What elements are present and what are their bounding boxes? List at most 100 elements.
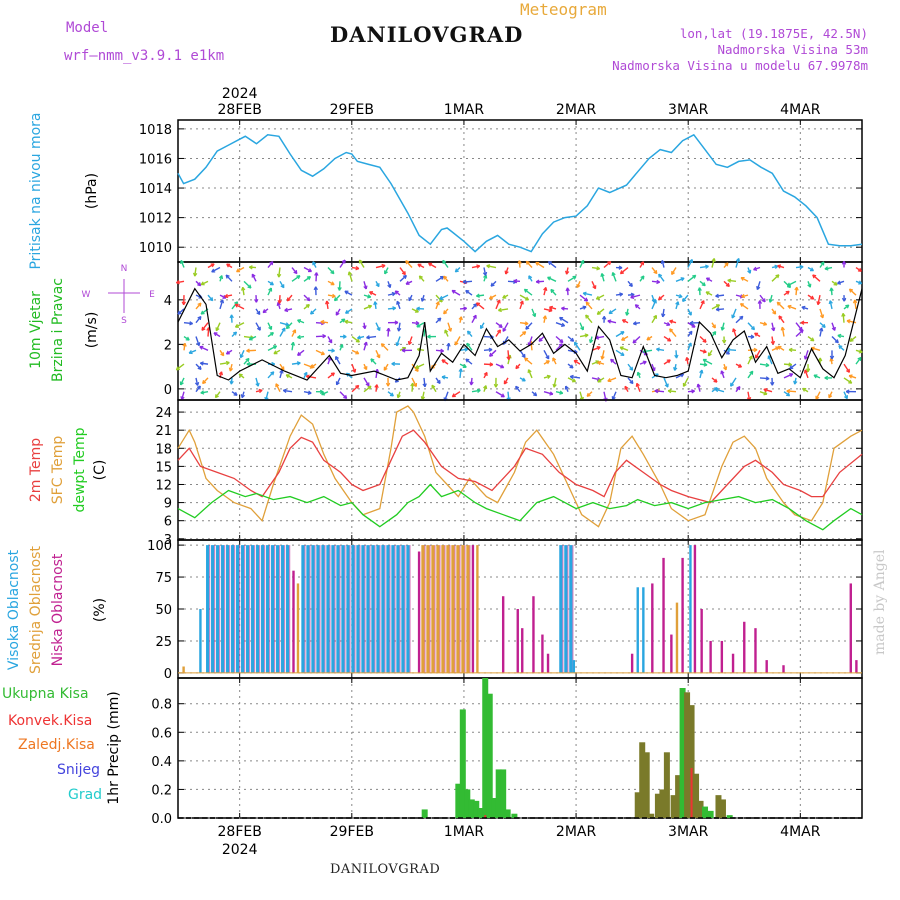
cloud-bar-high: [276, 545, 280, 673]
wind-arrow: [415, 363, 425, 369]
wind-arrow: [177, 308, 185, 315]
wind-arrow-head: [305, 304, 310, 306]
wind-arrow-head: [211, 297, 214, 301]
wind-arrow-head: [402, 274, 407, 277]
wind-arrow: [194, 267, 197, 277]
wind-arrow: [363, 385, 372, 393]
wind-arrow: [607, 320, 617, 324]
precip-ytick-label: 0.2: [151, 783, 172, 798]
cloud-bar-low-edge: [429, 545, 431, 673]
wind-arrow: [255, 322, 261, 331]
wind-arrow-head: [389, 284, 392, 288]
xaxis-top-label: 2MAR: [556, 102, 597, 118]
wind-arrow-head: [771, 381, 775, 386]
wind-arrow: [543, 287, 547, 296]
compass-w: W: [82, 290, 91, 300]
precip-bar-total: [697, 800, 704, 818]
cloud-bar-low-edge: [384, 545, 386, 673]
wind-arrow-head: [740, 277, 744, 281]
cloud-bar-high: [636, 587, 639, 673]
wind-arrow-head: [417, 263, 421, 268]
wind-arrow: [471, 265, 480, 269]
wind-arrow-head: [369, 291, 373, 296]
wind-arrow: [525, 260, 533, 268]
wind-arrow-head: [799, 264, 804, 268]
wind-arrow-head: [421, 396, 426, 401]
wind-arrow-head: [367, 385, 372, 388]
wind-arrow: [235, 322, 245, 328]
wind-arrow: [279, 369, 283, 379]
cloud-bar-low: [630, 653, 634, 673]
cloud-bar-low: [541, 634, 544, 673]
wind-arrow-head: [640, 261, 644, 265]
cloud-bar-low-edge: [464, 545, 466, 673]
wind-arrow: [411, 383, 414, 392]
wind-arrow-head: [580, 259, 584, 263]
temp-2m-line: [177, 429, 863, 504]
wind-arrow: [651, 294, 656, 303]
cloud-bar-low-edge: [567, 545, 569, 673]
xaxis-top-label: 1MAR: [444, 102, 485, 118]
wind-arrow-head: [504, 381, 508, 385]
wind-arrow-head: [285, 322, 290, 326]
precip-bar-total: [500, 769, 507, 818]
cloud-ytick-label: 0: [164, 667, 172, 682]
wind-arrow: [243, 335, 254, 339]
wind-arrow-head: [834, 326, 836, 331]
wind-arrow: [291, 329, 297, 337]
wind-arrow: [279, 327, 286, 337]
wind-arrow-head: [772, 340, 776, 345]
wind-arrow: [555, 335, 564, 344]
wind-arrow-head: [582, 292, 587, 296]
precip-legend-item: Snijeg: [57, 762, 100, 778]
wind-arrow-head: [344, 290, 348, 295]
cloud-ylabel-mid: Srednja Oblacnost: [28, 546, 44, 674]
wind-arrow-head: [386, 327, 390, 332]
cloud-bar-low-edge: [359, 545, 361, 673]
wind-arrow: [699, 369, 703, 379]
pressure-panel: 1010 1012 1014 1016 1018: [139, 119, 863, 263]
wind-arrow-head: [523, 289, 527, 293]
cloud-bar-low: [516, 609, 519, 673]
wind-arrow-head: [674, 367, 678, 371]
cloud-bar-low: [521, 628, 524, 673]
wind-arrow: [663, 377, 669, 388]
wind-arrow-head: [321, 351, 325, 355]
wind-arrow: [756, 281, 761, 290]
wind-arrow-head: [391, 291, 396, 295]
wind-arrow-head: [271, 281, 274, 286]
wind-arrow: [555, 322, 565, 327]
wind-arrow-head: [416, 308, 420, 311]
cloud-bar-low-edge: [444, 545, 446, 673]
wind-arrow: [195, 377, 199, 386]
cloud-bar-low-edge: [279, 545, 281, 673]
cloud-bar-high: [236, 545, 240, 673]
wind-arrow: [344, 290, 353, 296]
wind-arrow-head: [446, 342, 450, 347]
wind-arrow: [180, 260, 185, 268]
wind-arrow-head: [692, 323, 696, 328]
wind-arrow: [303, 276, 311, 282]
wind-arrow-head: [278, 273, 282, 278]
wind-arrow: [396, 336, 401, 347]
wind-arrow: [731, 308, 737, 319]
wind-arrow-head: [764, 391, 768, 395]
wind-arrow: [291, 362, 301, 365]
wind-arrow: [607, 377, 617, 382]
precip-bar-total: [468, 799, 475, 818]
wind-arrow-head: [440, 348, 444, 352]
wind-arrow: [553, 377, 557, 388]
wind-arrow-head: [502, 393, 505, 398]
pressure-frame: [177, 119, 863, 263]
wind-arrow-head: [846, 320, 851, 324]
wind-arrow-head: [258, 388, 263, 391]
wind-arrow-head: [692, 274, 696, 277]
wind-arrow-head: [811, 295, 815, 300]
wind-arrow-head: [279, 300, 282, 304]
wind-arrow-head: [418, 275, 421, 280]
cloud-bar-low: [546, 653, 550, 673]
precip-ytick-label: 0.4: [151, 755, 172, 770]
wind-speed-line: [177, 287, 863, 381]
wind-arrow-head: [727, 282, 730, 287]
wind-arrow-head: [408, 341, 413, 345]
